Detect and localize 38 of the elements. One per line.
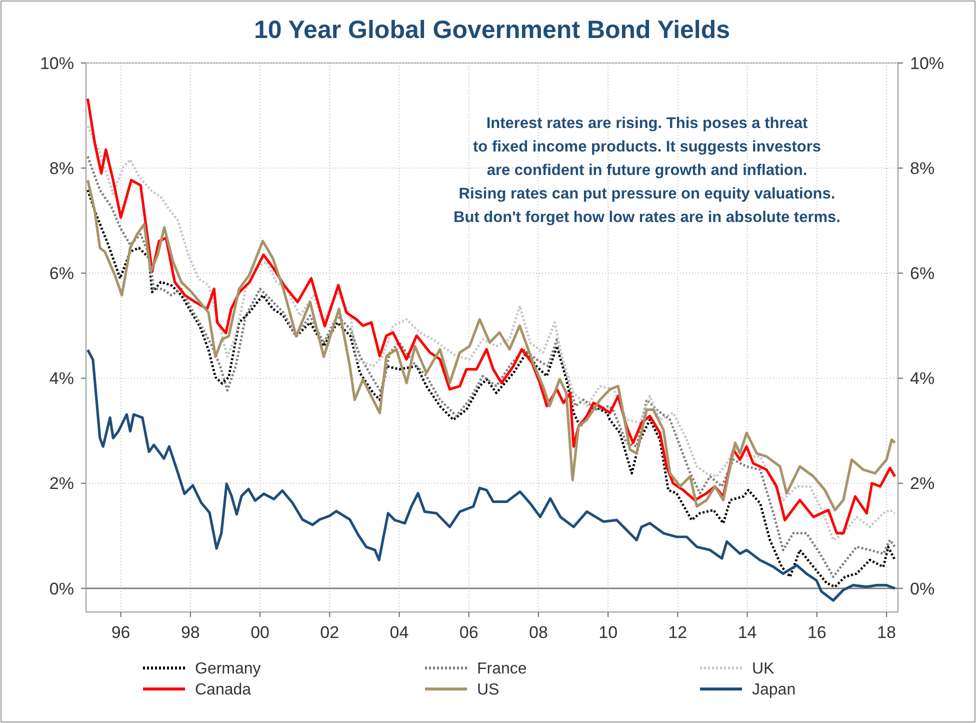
chart-title: 10 Year Global Government Bond Yields (254, 16, 730, 44)
y-tick-label: 2% (49, 474, 74, 494)
annotation: to fixed income products. It suggests investors (473, 138, 821, 156)
x-tick-label: 14 (738, 623, 757, 642)
x-tick-label: 00 (250, 623, 270, 642)
x-tick-label: 08 (529, 623, 548, 642)
legend-label: UK (752, 660, 775, 678)
y2-tick-label: 10% (910, 54, 944, 73)
legend-label: Japan (752, 682, 796, 699)
line-series (86, 178, 896, 512)
y2-tick-label: 4% (910, 369, 935, 388)
x-tick-label: 18 (877, 623, 896, 642)
y-tick-label: 0% (49, 579, 74, 598)
x-tick-label: 98 (180, 623, 200, 642)
annotation: Rising rates can put pressure on equity valuations. (458, 186, 836, 202)
x-tick-label: 02 (320, 623, 340, 642)
x-tick-label: 10 (598, 623, 618, 642)
x-tick-label: 16 (807, 623, 826, 642)
x-tick-label: 12 (668, 623, 688, 642)
x-tick-label: 96 (111, 623, 130, 642)
y2-tick-label: 2% (910, 474, 935, 494)
x-tick-label: 06 (459, 623, 478, 642)
y2-tick-label: 0% (910, 579, 935, 598)
y-tick-label: 10% (40, 54, 74, 73)
y-tick-label: 4% (49, 369, 74, 388)
legend-label: Canada (195, 682, 252, 699)
annotation: But don't forget how low rates are in absolute terms. (454, 209, 840, 226)
legend-label: US (477, 682, 500, 699)
annotation: Interest rates are rising. This poses a threat (486, 115, 808, 132)
legend-label: France (477, 660, 527, 678)
legend-label: Germany (195, 660, 261, 678)
y2-tick-label: 6% (910, 264, 935, 284)
y-tick-label: 8% (49, 159, 74, 178)
annotation: are confident in future growth and inflation. (486, 162, 808, 179)
x-tick-label: 04 (390, 623, 409, 642)
line-series (86, 348, 896, 602)
y2-tick-label: 8% (910, 159, 935, 178)
y-tick-label: 6% (49, 264, 74, 284)
